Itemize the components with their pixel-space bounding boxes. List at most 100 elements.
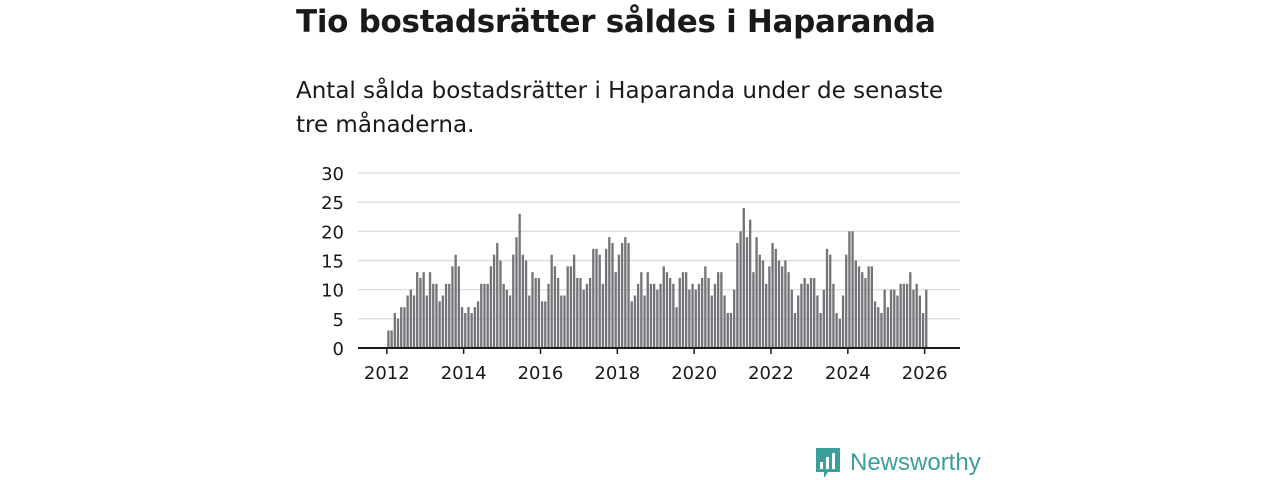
bar: [646, 272, 649, 348]
bar: [665, 272, 669, 348]
bar: [729, 313, 733, 348]
bar: [861, 272, 864, 348]
bar: [476, 301, 480, 348]
bar: [899, 283, 902, 348]
bar: [569, 266, 573, 348]
bar: [467, 307, 470, 348]
bar: [800, 283, 803, 348]
bar: [822, 289, 825, 348]
bar: [512, 254, 515, 348]
bar: [825, 248, 829, 348]
bar: [777, 260, 781, 348]
bar: [733, 289, 736, 348]
data-label: 10: [922, 160, 944, 165]
bar: [889, 289, 893, 348]
bar: [470, 313, 473, 348]
bar: [873, 301, 877, 348]
bar: [412, 295, 416, 348]
bar: [864, 278, 867, 348]
bar: [909, 272, 912, 348]
newsworthy-logo-icon: [816, 448, 840, 478]
bar: [723, 295, 726, 348]
bar: [636, 283, 640, 348]
bar: [672, 283, 675, 348]
bar: [451, 266, 454, 348]
bar: [416, 272, 419, 348]
y-tick-label: 25: [321, 193, 344, 214]
bar: [713, 283, 717, 348]
bar: [793, 313, 797, 348]
bar: [409, 289, 412, 348]
y-tick-label: 10: [321, 281, 344, 302]
bar: [432, 283, 435, 348]
bar: [809, 278, 813, 348]
bar: [685, 272, 688, 348]
bar: [886, 307, 889, 348]
bar: [534, 278, 537, 348]
bar: [877, 307, 880, 348]
bar: [441, 295, 444, 348]
bar: [742, 208, 745, 348]
bar: [454, 254, 457, 348]
bar: [787, 272, 790, 348]
bar: [925, 289, 928, 348]
bar: [499, 260, 502, 348]
bar: [774, 248, 777, 348]
bar: [912, 289, 915, 348]
bar: [400, 307, 403, 348]
bar: [553, 266, 557, 348]
bar: [617, 254, 621, 348]
bar: [502, 283, 505, 348]
bar: [633, 295, 637, 348]
bar: [691, 283, 694, 348]
x-tick-label: 2018: [594, 363, 640, 384]
bar: [656, 289, 659, 348]
bar: [781, 266, 784, 348]
bar: [448, 283, 451, 348]
bar: [755, 237, 758, 348]
x-tick-label: 2024: [825, 363, 871, 384]
bar: [544, 301, 547, 348]
bar: [396, 318, 400, 348]
bar: [480, 283, 483, 348]
y-tick-label: 5: [333, 310, 344, 331]
bar: [579, 278, 582, 348]
x-tick-label: 2014: [441, 363, 487, 384]
bar: [393, 313, 396, 348]
bar: [662, 266, 665, 348]
x-tick-label: 2012: [364, 363, 410, 384]
bar: [563, 295, 566, 348]
chart-subtitle: Antal sålda bostadsrätter i Haparanda un…: [296, 78, 944, 138]
bar: [835, 313, 838, 348]
bar: [643, 295, 646, 348]
bar: [816, 295, 819, 348]
bar: [601, 283, 605, 348]
bar: [608, 237, 611, 348]
bar: [832, 283, 835, 348]
newsworthy-logo: Newsworthy: [814, 446, 981, 480]
bar: [697, 283, 701, 348]
bar: [464, 313, 467, 348]
bar: [425, 295, 428, 348]
y-tick-label: 20: [321, 222, 344, 243]
y-tick-label: 0: [333, 339, 344, 360]
bar: [419, 278, 422, 348]
bar: [592, 248, 595, 348]
bar: [531, 272, 534, 348]
bar: [547, 283, 550, 348]
bar: [813, 278, 816, 348]
bar: [387, 330, 390, 348]
bar: [604, 248, 608, 348]
bar: [576, 278, 579, 348]
bar: [707, 278, 710, 348]
x-tick-label: 2020: [671, 363, 717, 384]
bar: [838, 318, 841, 348]
bar: [771, 243, 774, 348]
bar: [745, 237, 749, 348]
bar-chart: 0 5 10 15 20 25 30 2012 2014 2016 2018 2020 2022 2024…: [321, 160, 960, 384]
bar: [736, 243, 739, 348]
bar: [675, 307, 678, 348]
bar: [624, 237, 627, 348]
bar: [803, 278, 806, 348]
bar: [819, 313, 822, 348]
